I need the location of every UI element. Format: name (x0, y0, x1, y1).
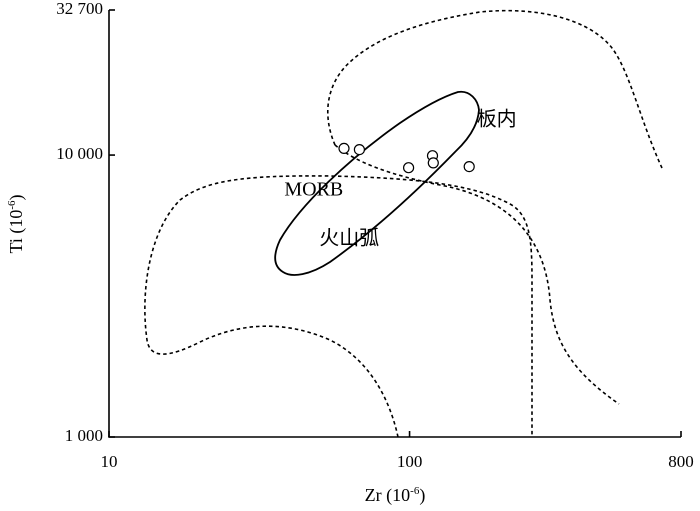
sample-point (353, 144, 365, 156)
x-tick-label: 800 (668, 452, 694, 471)
axis-ticks: 10 100 800 1 000 10 000 32 700 (56, 0, 694, 471)
morb-field-boundary (274, 90, 480, 276)
x-tick-label: 100 (397, 452, 423, 471)
y-tick-label: 32 700 (56, 0, 103, 18)
y-tick-label: 10 000 (56, 144, 103, 163)
within-plate-field-boundary (327, 9, 663, 169)
x-axis-title: Zr (10-6) (365, 485, 426, 506)
field-label: MORB (284, 179, 343, 201)
sample-point (403, 162, 415, 174)
tectonic-field-boundaries (144, 9, 663, 438)
field-label: 火山弧 (319, 226, 379, 249)
sample-point (463, 161, 475, 173)
sample-point (427, 157, 439, 169)
field-label: 板内 (477, 108, 517, 131)
within-plate-lower-boundary (334, 144, 620, 405)
sample-point (338, 142, 350, 154)
axes (108, 10, 681, 438)
y-axis-title: Ti (10-6) (6, 194, 27, 253)
sample-points (338, 142, 475, 174)
y-tick-label: 1 000 (65, 426, 103, 445)
volcanic-arc-field-boundary (144, 175, 533, 438)
x-tick-label: 10 (101, 452, 118, 471)
